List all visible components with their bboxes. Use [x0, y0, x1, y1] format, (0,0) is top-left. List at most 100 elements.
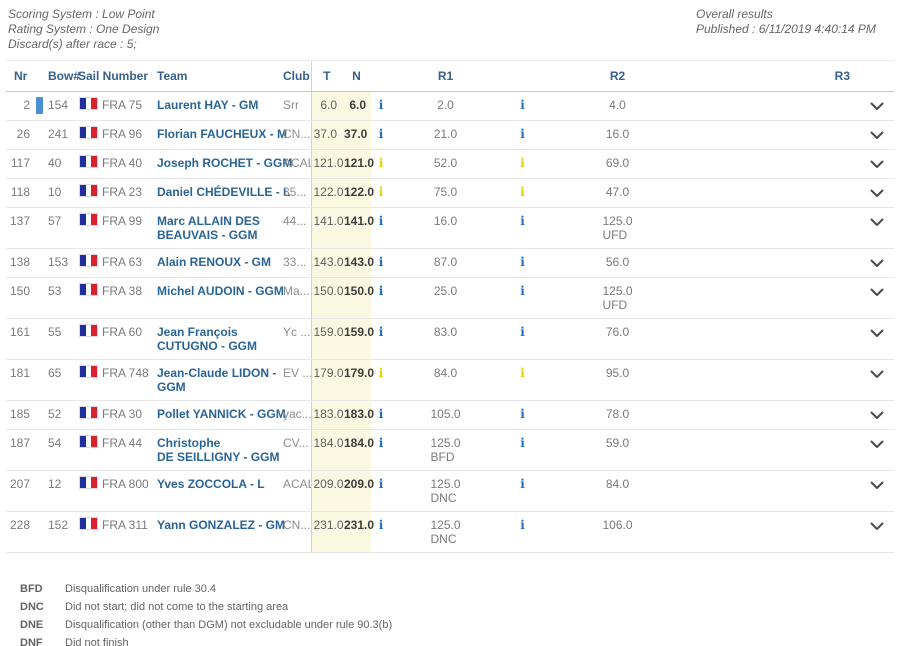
info-icon[interactable]: i: [378, 366, 384, 380]
chevron-down-icon[interactable]: [870, 158, 884, 172]
club-name: ACAL: [281, 149, 311, 179]
flag-cell: [76, 120, 100, 150]
info-icon[interactable]: i: [520, 156, 525, 170]
chevron-down-icon[interactable]: [870, 187, 884, 201]
team-name-link[interactable]: Alain RENOUX - GM: [155, 248, 281, 278]
net-info-cell: i: [371, 470, 391, 512]
club-name: Yc ...: [281, 318, 311, 360]
team-name-link[interactable]: Marc ALLAIN DES BEAUVAIS - GGM: [155, 207, 281, 249]
chevron-down-icon[interactable]: [870, 100, 884, 114]
info-icon[interactable]: i: [378, 518, 384, 532]
chevron-down-icon[interactable]: [870, 479, 884, 493]
team-name-link[interactable]: Michel AUDOIN - GGM: [155, 277, 284, 319]
chevron-down-icon[interactable]: [870, 257, 884, 271]
info-icon[interactable]: i: [378, 325, 384, 339]
net-points: 141.0: [342, 207, 374, 249]
team-name-link[interactable]: Yann GONZALEZ - GM: [155, 511, 285, 553]
sail-number: FRA 99: [100, 207, 155, 249]
team-name-link[interactable]: Laurent HAY - GM: [155, 91, 281, 121]
info-icon[interactable]: i: [520, 325, 525, 339]
selection-marker-cell: [32, 277, 46, 319]
race2-score: 95.0: [605, 366, 630, 380]
chevron-down-icon[interactable]: [870, 368, 884, 382]
chevron-down-icon[interactable]: [870, 520, 884, 534]
race1-score-cell: 52.0: [391, 149, 500, 179]
team-name-link[interactable]: Jean François CUTUGNO - GGM: [155, 318, 281, 360]
net-info-cell: i: [371, 91, 391, 121]
info-icon[interactable]: i: [520, 436, 525, 450]
france-flag-icon: [79, 406, 98, 419]
table-row: 2 154 FRA 75 Laurent HAY - GM Srr 6.0 6.…: [6, 91, 894, 121]
chevron-down-icon[interactable]: [870, 216, 884, 230]
team-name-link[interactable]: Florian FAUCHEUX - M: [155, 120, 287, 150]
team-name-link[interactable]: Joseph ROCHET - GGM: [155, 149, 292, 179]
info-icon[interactable]: i: [378, 127, 384, 141]
race2-score: 59.0: [605, 436, 630, 450]
expand-row-cell: [860, 277, 894, 319]
info-icon[interactable]: i: [520, 255, 525, 269]
race1-score-cell: 2.0: [391, 91, 500, 121]
race1-info-cell: i: [500, 248, 545, 278]
expand-row-cell: [860, 248, 894, 278]
race1-info-cell: i: [500, 277, 545, 319]
regatta-meta: Scoring System : Low Point Rating System…: [0, 0, 900, 60]
rank-value: 150: [6, 277, 32, 319]
chevron-down-icon[interactable]: [870, 129, 884, 143]
info-icon[interactable]: i: [520, 185, 525, 199]
race1-score: 125.0: [430, 436, 461, 450]
info-icon[interactable]: i: [520, 127, 525, 141]
info-icon[interactable]: i: [378, 255, 384, 269]
discards-line: Discard(s) after race : 5;: [8, 37, 137, 51]
club-name: 44...: [281, 207, 311, 249]
chevron-down-icon[interactable]: [870, 438, 884, 452]
info-icon[interactable]: i: [378, 284, 384, 298]
club-name: CN...: [281, 120, 311, 150]
race3-score-cell: [690, 470, 860, 512]
info-icon[interactable]: i: [520, 407, 525, 421]
net-info-cell: i: [371, 207, 391, 249]
total-points: 143.0: [310, 248, 344, 278]
column-header-spacer: [860, 60, 894, 92]
info-icon[interactable]: i: [378, 98, 384, 112]
chevron-down-icon[interactable]: [870, 327, 884, 341]
race2-score-cell: 78.0: [545, 400, 690, 430]
net-points: 37.0: [342, 120, 371, 150]
total-points: 6.0: [310, 91, 342, 121]
info-icon[interactable]: i: [520, 477, 525, 491]
team-name-link[interactable]: Daniel CHÉDEVILLE - L: [155, 178, 290, 208]
info-icon[interactable]: i: [520, 518, 525, 532]
info-icon[interactable]: i: [378, 407, 384, 421]
chevron-down-icon[interactable]: [870, 286, 884, 300]
info-icon[interactable]: i: [378, 185, 384, 199]
info-icon[interactable]: i: [520, 214, 525, 228]
race3-score-cell: [690, 429, 860, 471]
info-icon[interactable]: i: [378, 436, 384, 450]
france-flag-icon: [79, 213, 98, 226]
team-name-link[interactable]: Christophe DE SEILLIGNY - GGM: [155, 429, 281, 471]
expand-row-cell: [860, 178, 894, 208]
team-name-link[interactable]: Yves ZOCCOLA - L: [155, 470, 281, 512]
expand-row-cell: [860, 359, 894, 401]
bow-number: 152: [46, 511, 76, 553]
france-flag-icon: [79, 126, 98, 139]
team-name-link[interactable]: Pollet YANNICK - GGM: [155, 400, 286, 430]
info-icon[interactable]: i: [520, 284, 525, 298]
info-icon[interactable]: i: [520, 98, 525, 112]
info-icon[interactable]: i: [378, 477, 384, 491]
france-flag-icon: [79, 254, 98, 267]
table-row: 117 40 FRA 40 Joseph ROCHET - GGM ACAL 1…: [6, 149, 894, 179]
total-points: 183.0: [310, 400, 344, 430]
info-icon[interactable]: i: [378, 214, 384, 228]
total-points: 159.0: [310, 318, 344, 360]
bow-number: 154: [46, 91, 76, 121]
total-points: 37.0: [310, 120, 342, 150]
info-icon[interactable]: i: [520, 366, 525, 380]
team-name-link[interactable]: Jean-Claude LIDON - GGM: [155, 359, 281, 401]
info-icon[interactable]: i: [378, 156, 384, 170]
race1-score: 84.0: [433, 366, 458, 380]
race2-score: 56.0: [605, 255, 630, 269]
column-header-team: Team: [155, 60, 281, 92]
net-points: 150.0: [342, 277, 374, 319]
chevron-down-icon[interactable]: [870, 409, 884, 423]
